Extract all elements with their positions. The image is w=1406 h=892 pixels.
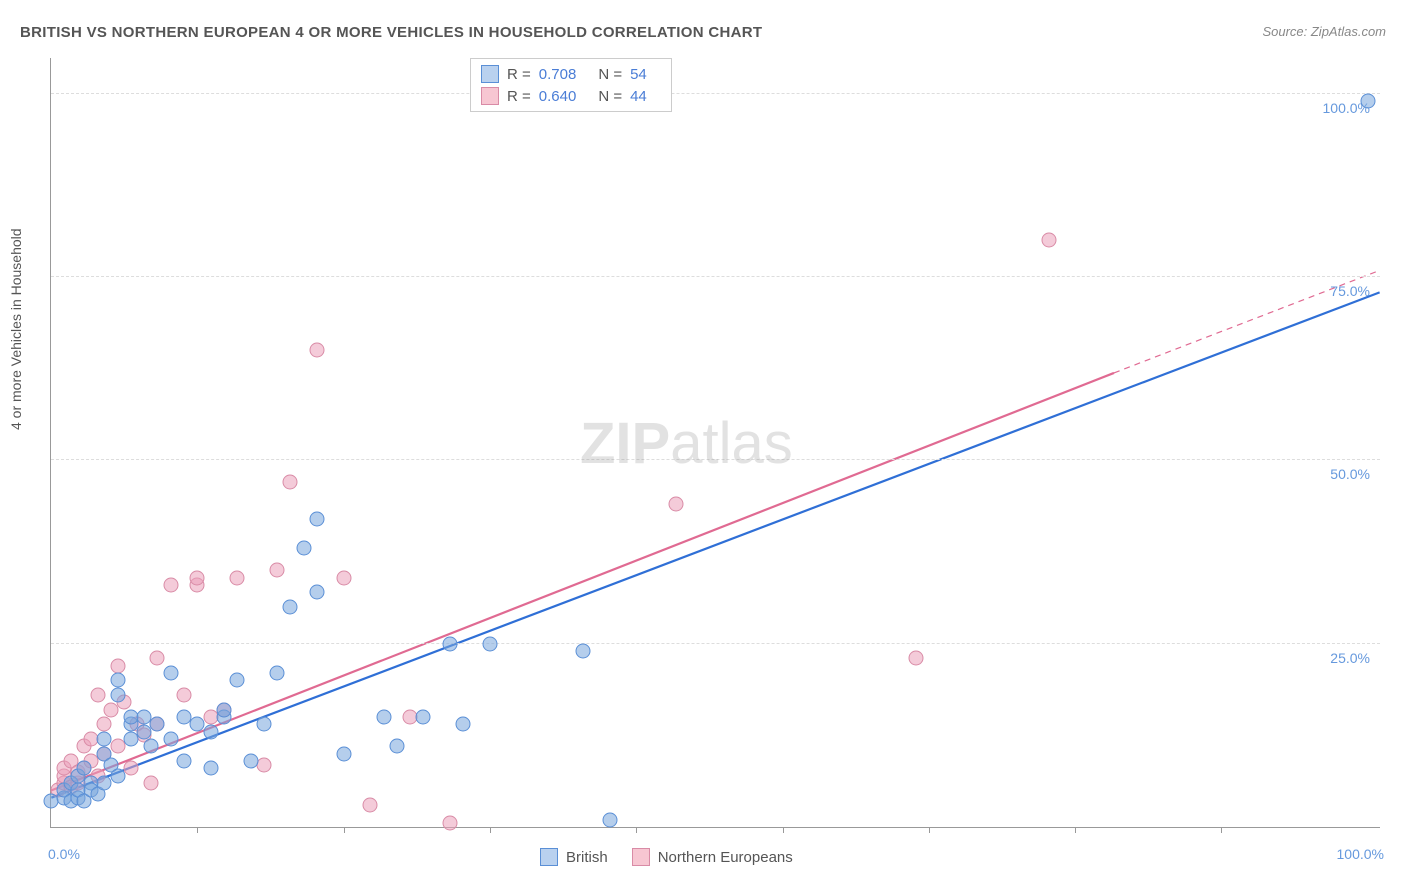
british-point: [283, 600, 298, 615]
n-value: 54: [630, 66, 647, 83]
r-value: 0.708: [539, 66, 577, 83]
legend-swatch: [632, 848, 650, 866]
n-label: N =: [598, 66, 622, 83]
british-point: [310, 585, 325, 600]
british-point: [256, 717, 271, 732]
northern-point: [97, 717, 112, 732]
x-tick: [636, 827, 637, 833]
northern-point: [123, 761, 138, 776]
x-tick: [783, 827, 784, 833]
british-point: [177, 754, 192, 769]
british-point: [110, 688, 125, 703]
northern-point: [110, 658, 125, 673]
scatter-chart: 25.0%50.0%75.0%100.0%: [50, 58, 1380, 828]
stats-legend-row: R = 0.640 N = 44: [481, 85, 661, 107]
northern-point: [1041, 233, 1056, 248]
northern-point: [230, 570, 245, 585]
british-point: [163, 666, 178, 681]
british-point: [1360, 94, 1375, 109]
northern-point: [336, 570, 351, 585]
british-point: [270, 666, 285, 681]
british-point: [482, 636, 497, 651]
grid-line: [51, 93, 1380, 94]
r-value: 0.640: [539, 88, 577, 105]
northern-point: [443, 816, 458, 831]
legend-swatch: [540, 848, 558, 866]
x-tick: [929, 827, 930, 833]
grid-line: [51, 276, 1380, 277]
chart-title: BRITISH VS NORTHERN EUROPEAN 4 OR MORE V…: [20, 24, 762, 41]
y-tick-label: 25.0%: [1330, 650, 1370, 666]
r-label: R =: [507, 66, 531, 83]
northern-point: [256, 757, 271, 772]
british-point: [243, 754, 258, 769]
n-value: 44: [630, 88, 647, 105]
british-point: [456, 717, 471, 732]
trend-lines-svg: [51, 58, 1380, 827]
british-point: [163, 732, 178, 747]
british-point: [296, 541, 311, 556]
northern-point: [908, 651, 923, 666]
trend-line: [51, 292, 1379, 797]
grid-line: [51, 459, 1380, 460]
x-axis-origin-label: 0.0%: [48, 846, 80, 862]
northern-point: [90, 688, 105, 703]
northern-point: [669, 497, 684, 512]
british-point: [216, 702, 231, 717]
northern-point: [143, 776, 158, 791]
northern-point: [177, 688, 192, 703]
british-point: [110, 768, 125, 783]
legend-label: British: [566, 849, 608, 866]
british-point: [203, 761, 218, 776]
x-tick: [1221, 827, 1222, 833]
british-point: [576, 644, 591, 659]
northern-point: [310, 343, 325, 358]
source-attribution: Source: ZipAtlas.com: [1262, 24, 1386, 39]
legend-swatch: [481, 65, 499, 83]
y-tick-label: 75.0%: [1330, 283, 1370, 299]
british-point: [143, 739, 158, 754]
british-point: [97, 732, 112, 747]
northern-point: [163, 578, 178, 593]
northern-point: [150, 651, 165, 666]
northern-point: [270, 563, 285, 578]
y-axis-label: 4 or more Vehicles in Household: [8, 228, 24, 430]
x-tick: [1075, 827, 1076, 833]
british-point: [230, 673, 245, 688]
british-point: [310, 512, 325, 527]
y-tick-label: 50.0%: [1330, 466, 1370, 482]
n-label: N =: [598, 88, 622, 105]
british-point: [336, 746, 351, 761]
northern-point: [190, 570, 205, 585]
british-point: [150, 717, 165, 732]
british-point: [443, 636, 458, 651]
legend-label: Northern Europeans: [658, 849, 793, 866]
british-point: [416, 710, 431, 725]
british-point: [376, 710, 391, 725]
northern-point: [283, 475, 298, 490]
x-tick: [197, 827, 198, 833]
grid-line: [51, 643, 1380, 644]
x-tick: [490, 827, 491, 833]
legend-swatch: [481, 87, 499, 105]
british-point: [203, 724, 218, 739]
x-tick: [344, 827, 345, 833]
british-point: [389, 739, 404, 754]
northern-point: [363, 798, 378, 813]
british-point: [77, 761, 92, 776]
stats-legend-row: R = 0.708 N = 54: [481, 63, 661, 85]
british-point: [110, 673, 125, 688]
x-axis-end-label: 100.0%: [1337, 846, 1384, 862]
r-label: R =: [507, 88, 531, 105]
legend-item: British: [540, 848, 608, 866]
british-point: [602, 812, 617, 827]
stats-legend: R = 0.708 N = 54 R = 0.640 N = 44: [470, 58, 672, 112]
series-legend: British Northern Europeans: [540, 848, 793, 866]
legend-item: Northern Europeans: [632, 848, 793, 866]
